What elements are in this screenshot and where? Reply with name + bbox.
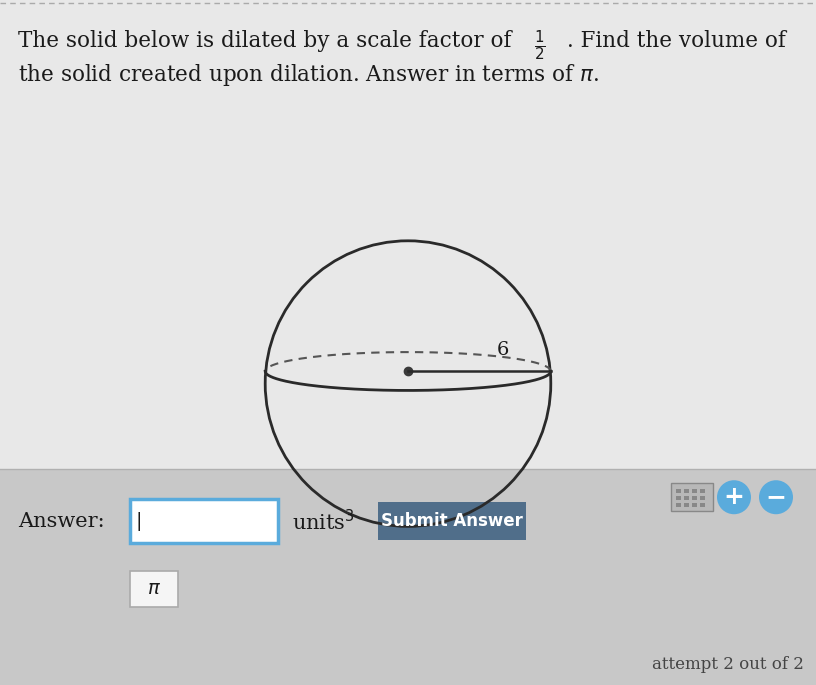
Text: −: − (765, 485, 787, 509)
Bar (676, 503, 681, 507)
Bar (684, 489, 689, 493)
Circle shape (759, 480, 793, 514)
Bar (700, 496, 705, 500)
FancyBboxPatch shape (378, 502, 526, 540)
Bar (700, 503, 705, 507)
Bar (684, 503, 689, 507)
Text: +: + (724, 485, 744, 509)
Text: The solid below is dilated by a scale factor of: The solid below is dilated by a scale fa… (18, 30, 518, 52)
Bar (692, 503, 697, 507)
Bar (0, 0, 816, 469)
Bar (692, 489, 697, 493)
FancyBboxPatch shape (130, 571, 178, 607)
Bar (692, 496, 697, 500)
Bar (700, 489, 705, 493)
Text: . Find the volume of: . Find the volume of (567, 30, 786, 52)
Text: $\pi$: $\pi$ (147, 580, 161, 598)
Text: Submit Answer: Submit Answer (381, 512, 523, 530)
Text: units$^3$: units$^3$ (292, 509, 355, 534)
Text: 6: 6 (496, 341, 509, 359)
Bar (676, 496, 681, 500)
Bar (0, 469, 816, 685)
Bar (684, 496, 689, 500)
Text: attempt 2 out of 2: attempt 2 out of 2 (652, 656, 804, 673)
Text: Answer:: Answer: (18, 512, 104, 531)
FancyBboxPatch shape (671, 483, 713, 511)
Text: $\frac{1}{2}$: $\frac{1}{2}$ (534, 28, 546, 63)
Bar (676, 489, 681, 493)
Circle shape (717, 480, 751, 514)
Text: the solid created upon dilation. Answer in terms of $\pi$.: the solid created upon dilation. Answer … (18, 62, 599, 88)
Text: |: | (136, 512, 143, 531)
FancyBboxPatch shape (130, 499, 278, 543)
